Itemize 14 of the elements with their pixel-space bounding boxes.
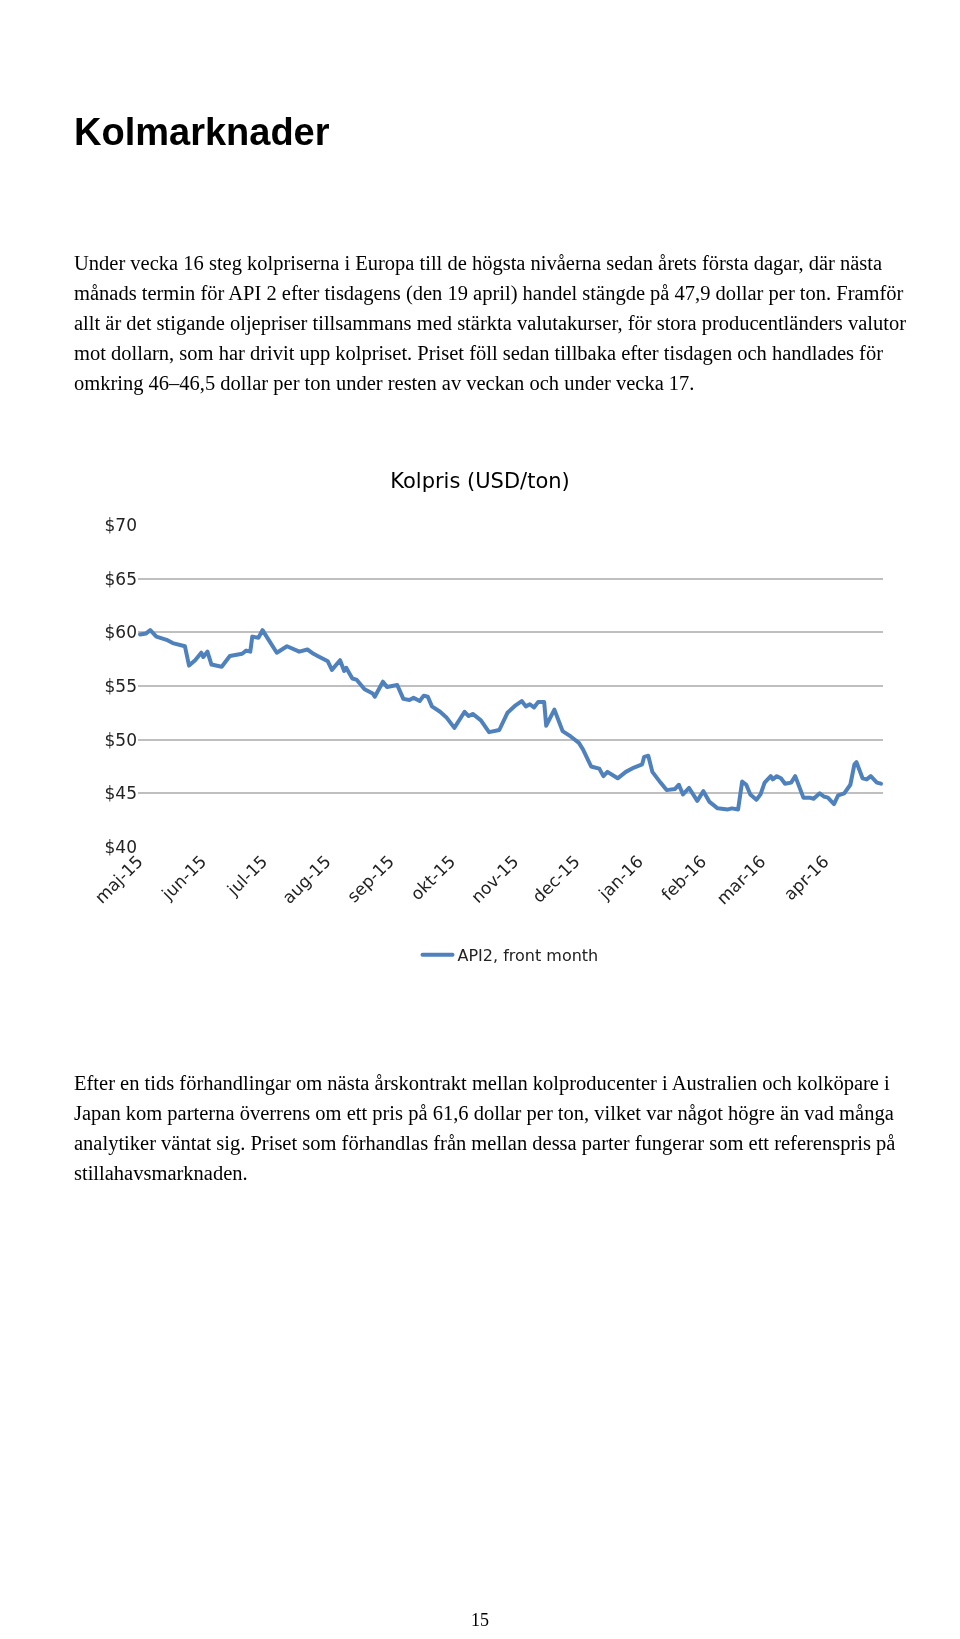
y-tick-label: $65 xyxy=(104,568,137,589)
y-tick-label: $40 xyxy=(104,836,137,857)
text: Efter en tids förhandlingar om nästa årskontrakt mellan kolproducenter i Australien och kolköpare i Japan kom parterna överrens om ett pris på 61,6 dollar per ton, vilket var något högre än vad många analytiker väntat sig. Priset som förhandlas från mellan dessa parter fungerar som ett referenspris på stillahavsmarknaden. xyxy=(74,1071,897,1186)
y-tick-label: $70 xyxy=(104,514,137,535)
y-tick-label: $45 xyxy=(104,783,137,804)
y-tick-label: $55 xyxy=(104,675,137,696)
text: 15 xyxy=(470,1609,490,1632)
text: Kolmarknader xyxy=(74,110,331,155)
line-series xyxy=(138,628,883,812)
legend-label: API2, front month xyxy=(457,946,599,966)
y-tick-label: $60 xyxy=(104,622,137,643)
chart-title: Kolpris (USD/ton) xyxy=(390,469,570,494)
text: Under vecka 16 steg kolpriserna i Europa till de högsta nivåerna sedan årets första dagar, där nästa månads termin för API 2 efter tisdagens (den 19 april) handel stängde på 47,9 dollar per ton. Framför allt är det stigande oljepriser tillsammans med stärkta valutakurser, för stora producentländers valutor mot dollarn, som har drivit upp kolpriset. Priset föll sedan tillbaka efter tisdagen och handlades för omkring 46–46,5 dollar per ton under resten av veckan och under vecka 17. xyxy=(74,251,907,397)
y-tick-label: $50 xyxy=(104,729,137,750)
